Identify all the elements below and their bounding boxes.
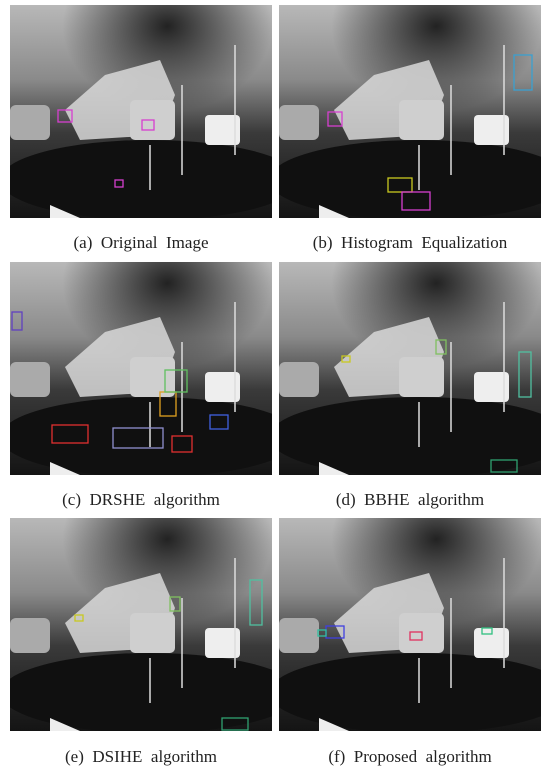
panel: (a) Original Image — [0, 5, 300, 252]
panel: (d) BBHE algorithm — [269, 262, 542, 509]
image — [0, 262, 300, 477]
caption: (c) DRSHE algorithm — [62, 490, 220, 509]
panel: (c) DRSHE algorithm — [0, 262, 300, 509]
caption: (f) Proposed algorithm — [328, 747, 491, 766]
image — [269, 5, 542, 220]
panel: (f) Proposed algorithm — [269, 518, 542, 766]
image — [0, 5, 300, 220]
caption: (d) BBHE algorithm — [336, 490, 484, 509]
figure: (a) Original Image (b) Histogram Equaliz… — [0, 0, 542, 773]
caption: (b) Histogram Equalization — [313, 233, 508, 252]
panel: (e) DSIHE algorithm — [0, 518, 300, 766]
image — [269, 262, 542, 477]
caption: (a) Original Image — [74, 233, 209, 252]
panel: (b) Histogram Equalization — [269, 5, 542, 252]
image — [269, 518, 542, 733]
caption: (e) DSIHE algorithm — [65, 747, 217, 766]
